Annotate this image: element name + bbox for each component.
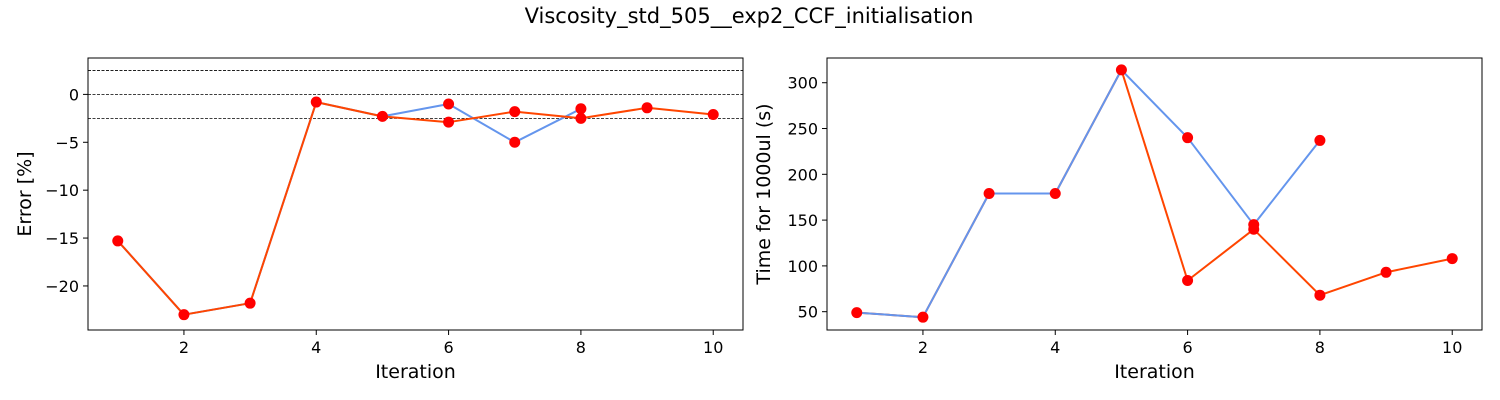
- data-point: [707, 109, 719, 121]
- y-axis-label: Time for 1000ul (s): [753, 103, 775, 285]
- data-point: [310, 96, 322, 108]
- data-point: [178, 309, 190, 321]
- data-point: [1314, 134, 1326, 146]
- data-point: [1314, 289, 1326, 301]
- y-tick-label: −5: [55, 133, 79, 152]
- data-point: [443, 98, 455, 110]
- data-point: [575, 112, 587, 124]
- series-line-1: [856, 68, 1321, 319]
- data-point: [509, 136, 521, 148]
- y-tick-label: 150: [787, 211, 818, 230]
- data-point: [244, 297, 256, 309]
- x-tick-label: 6: [443, 338, 453, 357]
- series-line-0: [117, 101, 582, 316]
- data-point: [376, 110, 388, 122]
- y-tick-label: 300: [787, 74, 818, 93]
- data-point: [1446, 253, 1458, 265]
- data-point: [1182, 132, 1194, 144]
- data-point: [1380, 266, 1392, 278]
- x-axis-label: Iteration: [375, 361, 456, 383]
- series-line-1: [117, 101, 714, 316]
- data-point: [509, 106, 521, 118]
- y-tick-label: 250: [787, 120, 818, 139]
- data-point: [917, 311, 929, 323]
- series-line-0: [856, 68, 1453, 319]
- x-tick-label: 6: [1182, 338, 1192, 357]
- x-tick-label: 10: [703, 338, 723, 357]
- data-point: [1049, 188, 1061, 200]
- data-point: [641, 102, 653, 114]
- data-point: [1115, 64, 1127, 76]
- data-point: [983, 188, 995, 200]
- x-tick-label: 4: [311, 338, 321, 357]
- error-chart: 2 4 6 8 10 0 −5 −10 −15 −20 Iteration Error [%]: [14, 57, 744, 383]
- y-tick-label: 100: [787, 257, 818, 276]
- y-tick-label: 50: [798, 303, 818, 322]
- figure-title: Viscosity_std_505__exp2_CCF_initialisati…: [525, 4, 974, 29]
- y-tick-label: −20: [45, 277, 79, 296]
- data-point: [1248, 223, 1260, 235]
- plot-frame: [826, 57, 1483, 331]
- y-tick-label: −15: [45, 229, 79, 248]
- y-tick-label: −10: [45, 181, 79, 200]
- data-point: [1182, 275, 1194, 287]
- x-tick-label: 10: [1442, 338, 1462, 357]
- x-tick-label: 4: [1050, 338, 1060, 357]
- y-axis-label: Error [%]: [14, 151, 36, 236]
- x-tick-label: 8: [576, 338, 586, 357]
- data-point: [575, 103, 587, 115]
- plot-frame: [87, 57, 744, 331]
- y-tick-label: 0: [69, 85, 79, 104]
- y-tick-label: 200: [787, 165, 818, 184]
- x-axis-label: Iteration: [1114, 361, 1195, 383]
- data-point: [851, 307, 863, 319]
- time-chart: 2 4 6 8 10 50 100 150 200 250 300 Iteration Time for…: [753, 57, 1483, 383]
- x-tick-label: 8: [1315, 338, 1325, 357]
- data-point: [112, 235, 124, 247]
- data-point: [443, 116, 455, 128]
- x-tick-label: 2: [179, 338, 189, 357]
- x-tick-label: 2: [918, 338, 928, 357]
